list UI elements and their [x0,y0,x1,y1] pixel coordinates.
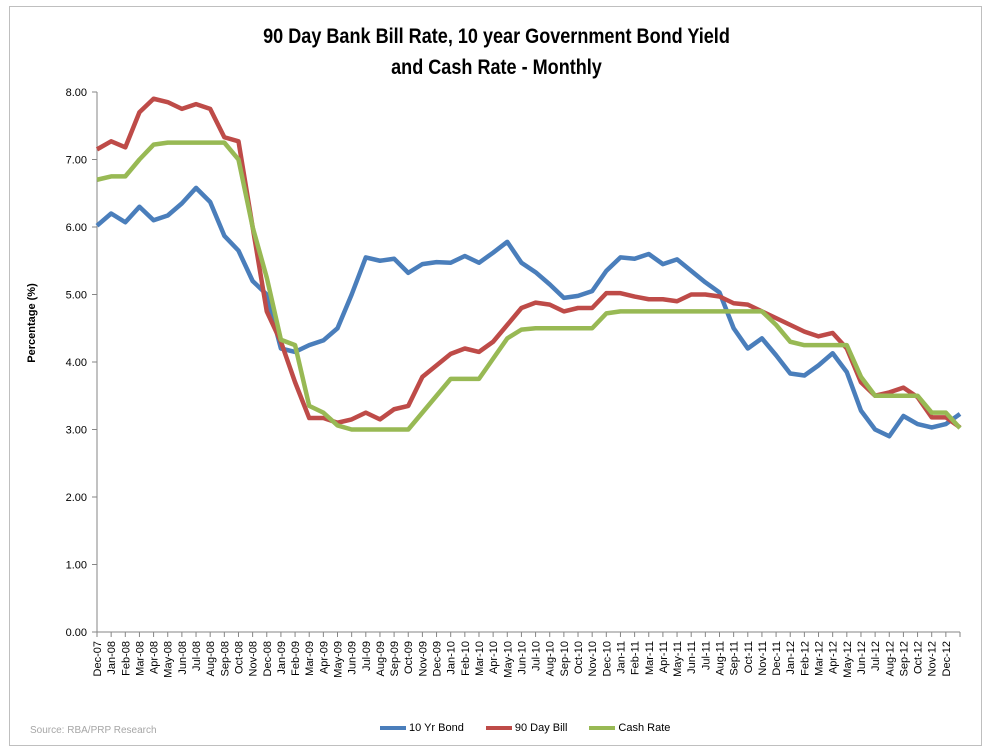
x-tick-label: Dec-07 [92,641,104,676]
x-tick-label: Mar-08 [134,641,146,676]
chart-title: 90 Day Bank Bill Rate, 10 year Governmen… [78,21,915,83]
y-tick-label: 7.00 [66,155,87,167]
chart-title-line-1: 90 Day Bank Bill Rate, 10 year Governmen… [263,25,730,48]
y-tick-label: 8.00 [66,87,87,99]
x-tick-label: May-10 [502,641,514,678]
x-tick-label: Mar-12 [814,641,826,676]
x-tick-label: Jun-11 [686,641,698,674]
x-tick-label: Sep-10 [559,641,571,676]
x-tick-label: Aug-08 [205,641,217,676]
x-tick-label: Dec-09 [432,641,444,676]
x-tick-label: Aug-09 [375,641,387,676]
x-tick-label: Jul-08 [191,641,203,671]
x-tick-label: Dec-11 [771,641,783,676]
y-axis: 0.00 1.00 2.00 3.00 4.00 5.00 6.00 7.00 8.00 [66,87,98,639]
x-tick-label: Nov-09 [417,641,429,676]
source-note: Source: RBA/PRP Research [30,725,157,736]
x-tick-label: Feb-10 [460,641,472,676]
x-tick-label: Jan-08 [106,641,118,675]
legend-item-10-yr-bond: 10 Yr Bond [380,722,464,734]
x-tick-label: May-09 [333,641,345,678]
x-tick-label: Jul-10 [531,641,543,671]
x-tick-label: Oct-09 [403,641,415,674]
legend: 10 Yr Bond 90 Day Bill Cash Rate [380,722,692,734]
y-tick-label: 4.00 [66,357,87,369]
x-tick-label: Mar-10 [474,641,486,676]
x-tick-label: Mar-11 [644,641,656,675]
x-axis: Dec-07 Jan-08 Feb-08 Mar-08 Apr-08 May-08 Jun-… [92,631,961,678]
x-tick-label: Jun-09 [347,641,359,675]
x-tick-label: Sep-08 [219,641,231,676]
legend-label: 90 Day Bill [514,722,568,734]
x-tick-label: Nov-08 [248,641,260,676]
x-tick-label: Jan-10 [446,641,458,675]
x-tick-label: Apr-12 [828,641,840,674]
x-tick-label: Feb-11 [630,641,642,675]
y-tick-label: 1.00 [66,560,87,572]
legend-swatch [380,726,406,730]
x-tick-label: Aug-10 [545,641,557,676]
x-tick-label: Sep-12 [898,641,910,676]
x-tick-label: Jun-12 [856,641,868,675]
x-tick-label: Aug-11 [714,641,726,676]
y-tick-label: 3.00 [66,425,87,437]
x-tick-label: Mar-09 [304,641,316,676]
legend-swatch [589,726,616,730]
x-tick-label: May-08 [163,641,175,678]
y-tick-label: 0.00 [66,627,87,639]
x-tick-label: Nov-10 [587,641,599,676]
x-tick-label: Nov-11 [757,641,769,676]
x-tick-label: May-11 [672,641,684,677]
x-tick-label: Jun-08 [177,641,189,675]
y-tick-label: 5.00 [66,290,87,302]
x-tick-label: Jun-10 [516,641,528,675]
x-tick-label: Feb-09 [290,641,302,676]
series-line-90-day-bill [95,96,962,430]
x-tick-label: Dec-12 [941,641,953,676]
x-tick-label: Oct-12 [913,641,925,674]
legend-item-90-day-bill: 90 Day Bill [485,722,568,734]
y-axis-label: Percentage (%) [26,283,38,363]
x-tick-label: Sep-11 [729,641,741,676]
y-tick-label: 2.00 [66,492,87,504]
series-line-cash-rate [96,140,962,432]
legend-label: Cash Rate [618,722,671,734]
x-tick-label: Aug-12 [884,641,896,676]
series-line-10-yr-bond [95,185,962,439]
legend-item-cash-rate: Cash Rate [589,722,670,734]
series-lines [95,96,962,439]
x-tick-label: Jan-09 [276,641,288,675]
x-tick-label: Apr-10 [488,641,500,674]
x-tick-label: Oct-08 [233,641,245,674]
x-tick-label: Nov-12 [927,641,939,676]
legend-swatch [485,726,512,730]
x-tick-label: Oct-10 [573,641,585,674]
x-tick-label: Apr-11 [658,641,670,673]
legend-label: 10 Yr Bond [409,722,464,734]
x-tick-label: May-12 [842,641,854,678]
chart-title-line-2: and Cash Rate - Monthly [391,56,602,79]
x-tick-label: Jul-12 [870,641,882,671]
x-tick-label: Apr-09 [318,641,330,674]
y-tick-label: 6.00 [66,222,87,234]
x-tick-label: Dec-08 [262,641,274,676]
x-tick-label: Jan-11 [615,641,627,674]
x-tick-label: Dec-10 [601,641,613,676]
x-tick-label: Oct-11 [743,641,755,673]
x-tick-label: Sep-09 [389,641,401,676]
x-tick-label: Jul-11 [700,641,712,670]
x-tick-label: Jul-09 [361,641,373,671]
x-tick-label: Feb-08 [120,641,132,676]
x-tick-label: Feb-12 [799,641,811,676]
x-tick-label: Apr-08 [149,641,161,674]
chart-frame: 90 Day Bank Bill Rate, 10 year Governmen… [9,6,982,746]
x-tick-label: Jan-12 [785,641,797,675]
